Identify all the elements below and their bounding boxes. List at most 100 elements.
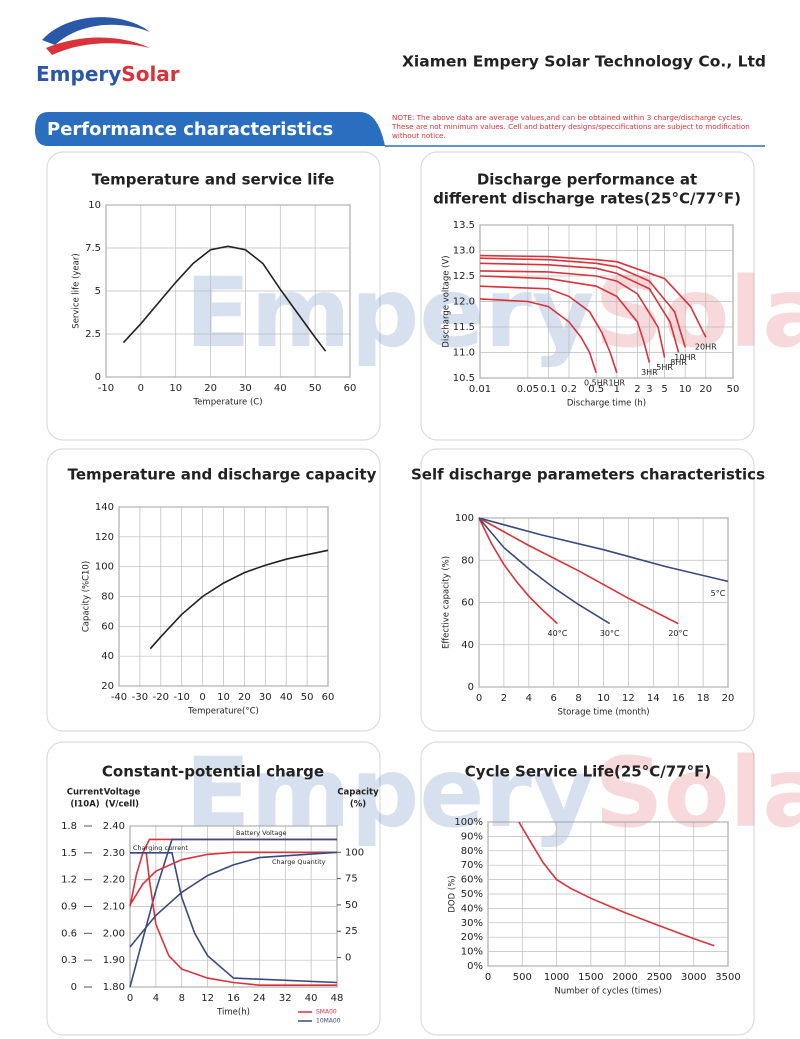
y-tick-label: 120 (95, 532, 114, 543)
x-tick-label: 24 (253, 993, 266, 1004)
x-tick-label: 4 (153, 993, 159, 1004)
x-axis-label: Time(h) (216, 1008, 250, 1018)
x-tick-label: 3 (646, 384, 652, 395)
y-tick-label: 60% (461, 875, 483, 886)
y-tick-label: 10 (88, 200, 101, 211)
company-name: Xiamen Empery Solar Technology Co., Ltd (402, 53, 766, 71)
data-line (129, 851, 337, 906)
data-line (479, 298, 597, 374)
series-label: 8HR (670, 358, 687, 367)
y3-tick-label: 100 (345, 847, 364, 858)
y-tick-label: 10.5 (453, 373, 475, 384)
y-axis-label: Discharge voltage (V) (442, 255, 452, 347)
chart-title: different discharge rates(25°C/77°F) (433, 190, 741, 208)
data-line (479, 257, 686, 348)
y-tick-label: 0 (95, 372, 101, 383)
x-tick-label: 0 (485, 972, 491, 983)
y-tick-label: 40 (461, 640, 474, 651)
y-tick-label: 40 (101, 651, 114, 662)
y-tick-label: 13.5 (453, 220, 475, 231)
y-tick-label: 1.90 (103, 955, 125, 966)
x-tick-label: 3500 (715, 972, 740, 983)
y-tick-label: 2.30 (103, 848, 125, 859)
y-tick-label: 5 (95, 286, 101, 297)
data-line (130, 852, 338, 984)
y2-tick-label: 0.9 (61, 902, 77, 913)
y2-tick-label: 1.8 (61, 821, 77, 832)
y-axis-label: Capacity (%C10) (82, 561, 92, 632)
data-line (479, 275, 651, 363)
data-line (478, 517, 679, 625)
x-axis-label: Discharge time (h) (567, 399, 646, 409)
y-tick-label: 80% (461, 846, 483, 857)
x-axis-label: Number of cycles (times) (554, 987, 661, 997)
data-line (478, 517, 558, 625)
x-tick-label: 32 (279, 993, 292, 1004)
y-tick-label: 12.0 (453, 297, 475, 308)
series-label: 40°C (548, 629, 568, 638)
series-label: 10HR (674, 353, 696, 362)
note: NOTE: The above data are average values,… (391, 113, 750, 140)
x-tick-label: 8 (179, 993, 185, 1004)
annotation: Charge Quantity (272, 858, 326, 866)
chart-title: Cycle Service Life(25°C/77°F) (465, 763, 711, 781)
y-tick-label: 11.5 (453, 322, 475, 333)
y2-tick-label: 0.3 (61, 955, 77, 966)
y-tick-label: 100 (455, 513, 474, 524)
y-tick-label: 140 (95, 502, 114, 513)
series-label: 0.5HR (584, 378, 609, 387)
y2-tick-label: 0 (71, 982, 77, 993)
x-tick-label: 50 (309, 383, 322, 394)
x-tick-label: 0.01 (469, 384, 491, 395)
x-tick-label: 5 (661, 384, 667, 395)
series-label: 30°C (600, 629, 620, 638)
data-line (130, 852, 337, 986)
chart-title: Discharge performance at (477, 171, 697, 189)
y-tick-label: 10% (461, 947, 483, 958)
y-tick-label: 90% (461, 831, 483, 842)
section-banner (35, 112, 385, 146)
y-axis-label: Effective capacity (%) (442, 556, 452, 649)
y3-tick-label: 50 (345, 900, 358, 911)
data-line (478, 517, 729, 583)
x-tick-label: -10 (98, 383, 114, 394)
y-tick-label: 100% (454, 817, 483, 828)
x-tick-label: 20 (699, 384, 712, 395)
x-tick-label: -20 (153, 692, 169, 703)
x-tick-label: 20 (204, 383, 217, 394)
x-tick-label: 0.05 (517, 384, 539, 395)
panel (46, 151, 381, 441)
y-tick-label: 2.40 (103, 821, 125, 832)
y-tick-label: 0 (468, 682, 474, 693)
y3-tick-label: 75 (345, 874, 358, 885)
logo-swoosh (46, 37, 150, 55)
y-tick-label: 80 (461, 555, 474, 566)
x-axis-label: Temperature (C) (192, 398, 262, 408)
x-axis-label: Storage time (month) (557, 708, 649, 718)
annotation: Charging current (133, 844, 188, 852)
data-line (479, 270, 666, 358)
legend-label: SMA00 (316, 1009, 337, 1016)
y-tick-label: 2.10 (103, 902, 125, 913)
x-tick-label: 10 (217, 692, 230, 703)
y3-tick-label: 25 (345, 926, 358, 937)
x-tick-label: 12 (201, 993, 214, 1004)
x-tick-label: -30 (132, 692, 148, 703)
note-line: These are not minimum values. Cell and b… (391, 122, 750, 131)
panel (420, 151, 755, 441)
y3-tick-label: 0 (345, 953, 351, 964)
x-tick-label: 12 (622, 693, 635, 704)
x-tick-label: 14 (647, 693, 660, 704)
y-tick-label: 7.5 (85, 243, 101, 254)
x-tick-label: 10 (679, 384, 692, 395)
x-tick-label: 48 (331, 993, 344, 1004)
x-tick-label: 0.5 (588, 384, 604, 395)
panel (420, 741, 755, 1036)
y2-axis-label: (I10A) (70, 800, 99, 810)
y2-tick-label: 1.5 (61, 848, 77, 859)
chart-title: Constant-potential charge (102, 763, 324, 781)
y-tick-label: 2.20 (103, 875, 125, 886)
y-tick-label: 100 (95, 562, 114, 573)
x-tick-label: 500 (513, 972, 532, 983)
y-tick-label: 2.5 (85, 329, 101, 340)
